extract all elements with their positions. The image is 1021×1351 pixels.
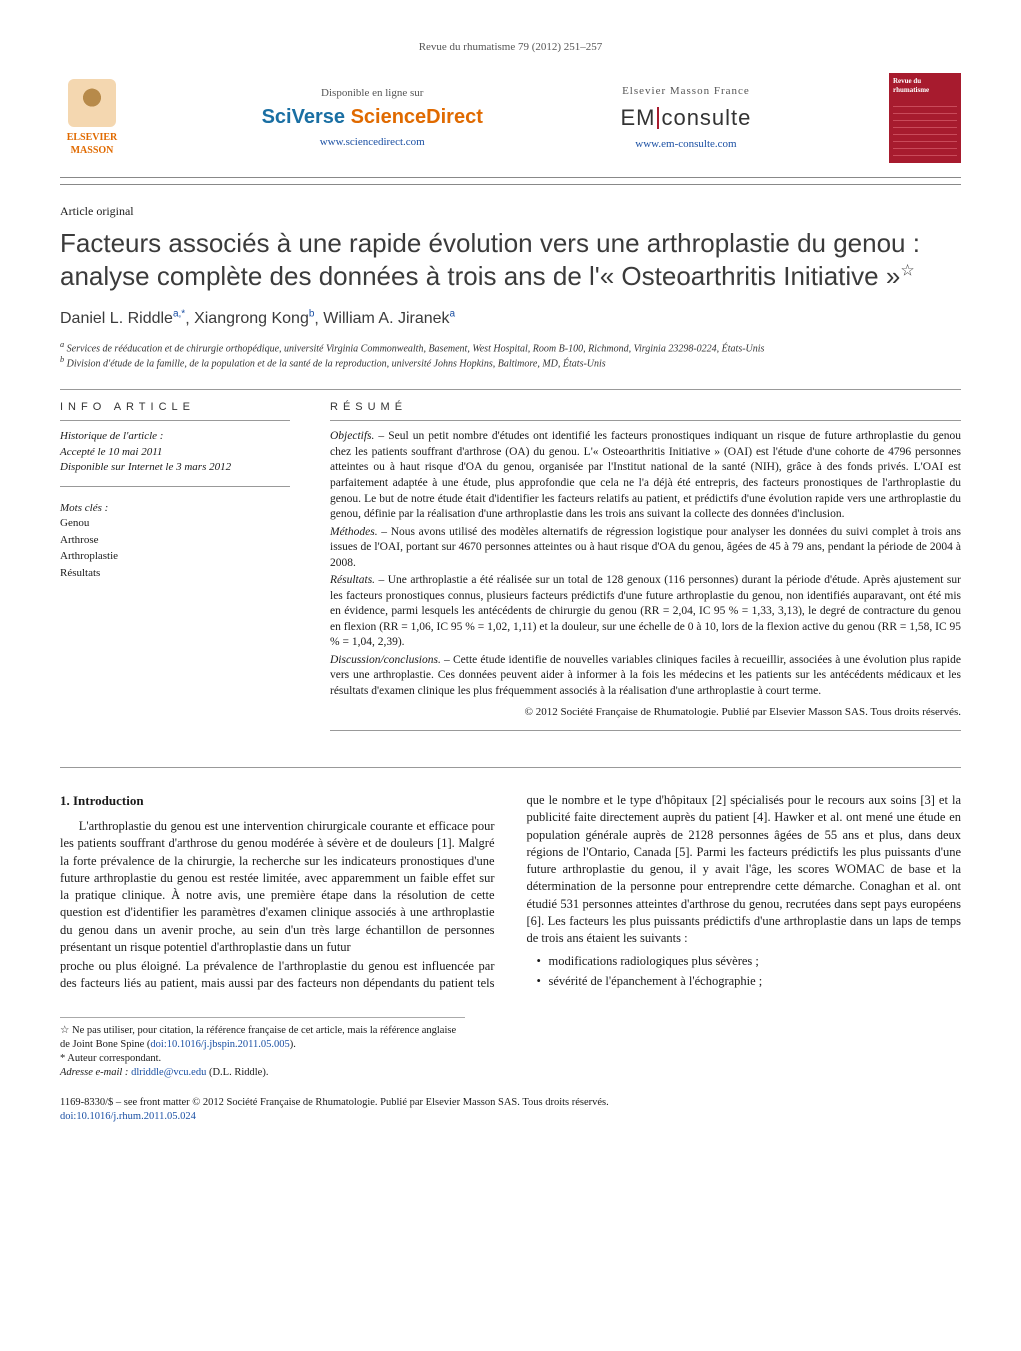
abstract-copyright: © 2012 Société Française de Rhumatologie…	[330, 705, 961, 720]
affil-a-text: Services de rééducation et de chirurgie …	[67, 343, 765, 354]
journal-cover-thumbnail: Revue du rhumatisme	[889, 73, 961, 163]
keyword-1: Genou	[60, 515, 290, 532]
author-2: Xiangrong Kongb	[194, 310, 314, 327]
authors-line: Daniel L. Riddlea,*, Xiangrong Kongb, Wi…	[60, 308, 961, 330]
keywords-list: Genou Arthrose Arthroplastie Résultats	[60, 515, 290, 581]
fn-star-mark: ☆	[60, 1025, 69, 1036]
affiliations: a Services de rééducation et de chirurgi…	[60, 340, 961, 371]
abs-lead-3: Discussion/conclusions. –	[330, 654, 453, 666]
abstract-methodes: Méthodes. – Nous avons utilisé des modèl…	[330, 525, 961, 572]
history-accepted: Accepté le 10 mai 2011	[60, 445, 290, 460]
abstract-rule	[330, 730, 961, 731]
abstract-objectifs: Objectifs. – Seul un petit nombre d'étud…	[330, 429, 961, 522]
abs-lead-1: Méthodes. –	[330, 526, 391, 538]
bullet-1: modifications radiologiques plus sévères…	[537, 953, 962, 970]
author-2-name: Xiangrong Kong	[194, 310, 309, 327]
author-1: Daniel L. Riddlea,*	[60, 310, 185, 327]
keywords-heading: Mots clés :	[60, 501, 290, 516]
author-3-name: William A. Jiranek	[323, 310, 449, 327]
abstract-discussion: Discussion/conclusions. – Cette étude id…	[330, 653, 961, 700]
affil-b-mark: b	[60, 355, 64, 364]
publisher-banner: ELSEVIER MASSON Disponible en ligne sur …	[60, 73, 961, 178]
abs-text-1: Nous avons utilisé des modèles alternati…	[330, 526, 961, 569]
article-type: Article original	[60, 203, 961, 219]
footnote-corresponding: * Auteur correspondant.	[60, 1052, 465, 1066]
article-history: Historique de l'article : Accepté le 10 …	[60, 429, 290, 475]
author-3: William A. Jiraneka	[323, 310, 455, 327]
keyword-4: Résultats	[60, 565, 290, 582]
fn-star-doi[interactable]: doi:10.1016/j.jbspin.2011.05.005	[150, 1039, 289, 1050]
info-heading: INFO ARTICLE	[60, 400, 290, 422]
history-online: Disponible sur Internet le 3 mars 2012	[60, 460, 290, 475]
elsevier-label: ELSEVIER	[67, 131, 118, 145]
affil-rule	[60, 389, 961, 390]
affil-a-mark: a	[60, 340, 64, 349]
elsevier-tree-icon	[68, 79, 116, 127]
article-body: 1. Introduction L'arthroplastie du genou…	[60, 792, 961, 992]
elsevier-masson-logo: ELSEVIER MASSON	[60, 78, 124, 158]
footnotes: ☆ Ne pas utiliser, pour citation, la réf…	[60, 1017, 465, 1081]
footnote-email: Adresse e-mail : dlriddle@vcu.edu (D.L. …	[60, 1066, 465, 1080]
article-doi-link[interactable]: doi:10.1016/j.rhum.2011.05.024	[60, 1110, 961, 1124]
abstract-box: RÉSUMÉ Objectifs. – Seul un petit nombre…	[330, 400, 961, 741]
corresponding-email-link[interactable]: dlriddle@vcu.edu	[131, 1067, 206, 1078]
cover-art-icon	[893, 100, 957, 159]
consulte-text: consulte	[661, 105, 751, 130]
masson-label: MASSON	[71, 144, 114, 158]
fn-email-label: Adresse e-mail :	[60, 1067, 131, 1078]
author-3-marks: a	[450, 309, 456, 320]
title-text: Facteurs associés à une rapide évolution…	[60, 228, 920, 291]
sciverse-text: SciVerse	[262, 106, 351, 128]
abstract-heading: RÉSUMÉ	[330, 400, 961, 422]
keyword-2: Arthrose	[60, 532, 290, 549]
page-footer: 1169-8330/$ – see front matter © 2012 So…	[60, 1096, 961, 1124]
affiliation-b: b Division d'étude de la famille, de la …	[60, 355, 961, 370]
author-2-marks: b	[309, 309, 315, 320]
title-footnote-mark: ☆	[900, 262, 914, 279]
abs-text-0: Seul un petit nombre d'études ont identi…	[330, 430, 961, 520]
cover-title: Revue du rhumatisme	[893, 77, 957, 96]
footnote-star: ☆ Ne pas utiliser, pour citation, la réf…	[60, 1024, 465, 1052]
banner-rule	[60, 184, 961, 185]
em-consulte-logo: EMconsulte	[620, 103, 751, 133]
intro-para-1: L'arthroplastie du genou est une interve…	[60, 818, 495, 956]
article-info-box: INFO ARTICLE Historique de l'article : A…	[60, 400, 290, 741]
elsevier-masson-france-label: Elsevier Masson France	[622, 84, 750, 99]
article-title: Facteurs associés à une rapide évolution…	[60, 227, 961, 292]
em-text: EM	[620, 105, 655, 130]
emconsulte-link[interactable]: www.em-consulte.com	[635, 137, 736, 152]
keyword-3: Arthroplastie	[60, 548, 290, 565]
info-abstract-row: INFO ARTICLE Historique de l'article : A…	[60, 400, 961, 741]
sciverse-sciencedirect-logo: SciVerse ScienceDirect	[262, 104, 483, 131]
bullet-2: sévérité de l'épanchement à l'échographi…	[537, 973, 962, 990]
history-label: Historique de l'article :	[60, 429, 290, 444]
sciencedirect-block: Disponible en ligne sur SciVerse Science…	[262, 86, 483, 151]
author-1-name: Daniel L. Riddle	[60, 310, 173, 327]
sciencedirect-link[interactable]: www.sciencedirect.com	[320, 135, 425, 150]
front-matter-line: 1169-8330/$ – see front matter © 2012 So…	[60, 1096, 961, 1110]
author-1-marks: a,*	[173, 309, 185, 320]
abs-text-2: Une arthroplastie a été réalisée sur un …	[330, 574, 961, 648]
running-head: Revue du rhumatisme 79 (2012) 251–257	[60, 40, 961, 55]
pre-body-rule	[60, 767, 961, 768]
info-rule	[60, 486, 290, 487]
abs-lead-2: Résultats. –	[330, 574, 388, 586]
fn-email-who: (D.L. Riddle).	[206, 1067, 268, 1078]
affil-b-text: Division d'étude de la famille, de la po…	[67, 359, 606, 370]
fn-star-tail: ).	[290, 1039, 296, 1050]
em-bar-icon	[657, 107, 659, 129]
available-online-label: Disponible en ligne sur	[321, 86, 423, 101]
affiliation-a: a Services de rééducation et de chirurgi…	[60, 340, 961, 355]
emconsulte-block: Elsevier Masson France EMconsulte www.em…	[620, 84, 751, 151]
section-1-heading: 1. Introduction	[60, 792, 495, 810]
sciencedirect-text: ScienceDirect	[351, 106, 483, 128]
abstract-resultats: Résultats. – Une arthroplastie a été réa…	[330, 573, 961, 651]
abs-lead-0: Objectifs. –	[330, 430, 388, 442]
predictor-bullets: modifications radiologiques plus sévères…	[537, 953, 962, 990]
